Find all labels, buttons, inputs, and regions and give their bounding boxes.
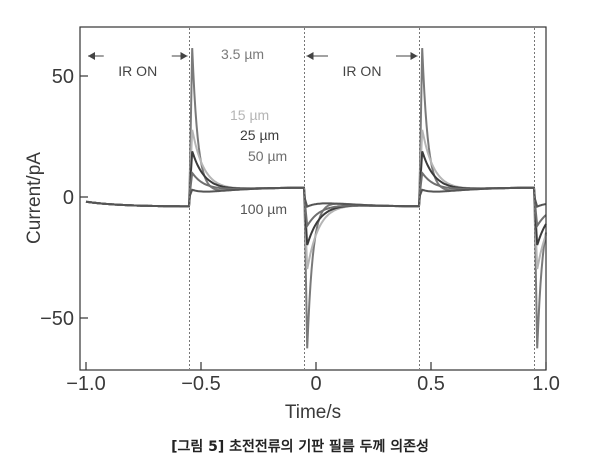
arrow-head-left: [306, 52, 314, 60]
series-line-3: [85, 170, 547, 229]
series-label: 3.5 µm: [221, 46, 264, 62]
series-label: 15 µm: [230, 107, 269, 123]
arrow-head-left: [88, 52, 95, 60]
axes: [79, 26, 547, 371]
plot-frame: [79, 26, 547, 371]
y-tick-label: −50: [40, 308, 74, 330]
arrow-head-right: [180, 52, 188, 60]
series-labels: 3.5 µm 15 µm 25 µm 50 µm 100 µm: [221, 46, 287, 217]
series-line-4: [85, 186, 547, 208]
y-tick-label: 50: [52, 66, 74, 88]
series-label: 50 µm: [248, 148, 287, 164]
x-axis-title: Time/s: [285, 402, 341, 423]
x-tick-label: −1.0: [66, 373, 105, 395]
y-axis-title: Current/pA: [24, 152, 45, 244]
figure-caption: [그림 5] 초전전류의 기판 필름 두께 의존성: [171, 439, 429, 455]
series-label: 100 µm: [240, 201, 287, 217]
ticks: −1.0 −0.5 0 0.5 1.0 −50 0 50: [40, 66, 560, 395]
series-line-1: [85, 129, 547, 270]
x-tick-label: 1.0: [532, 373, 560, 395]
series-label: 25 µm: [240, 127, 279, 143]
y-tick-label: 0: [63, 187, 74, 209]
series-lines: [85, 48, 547, 349]
x-tick-label: 0: [310, 373, 321, 395]
x-tick-label: 0.5: [417, 373, 445, 395]
ir-on-label: IR ON: [343, 63, 382, 79]
series-line-0: [86, 48, 547, 349]
ir-on-label: IR ON: [118, 63, 157, 79]
annotations: IR ON IR ON: [88, 28, 535, 369]
arrow-head-right: [410, 52, 418, 60]
x-tick-label: −0.5: [181, 373, 220, 395]
